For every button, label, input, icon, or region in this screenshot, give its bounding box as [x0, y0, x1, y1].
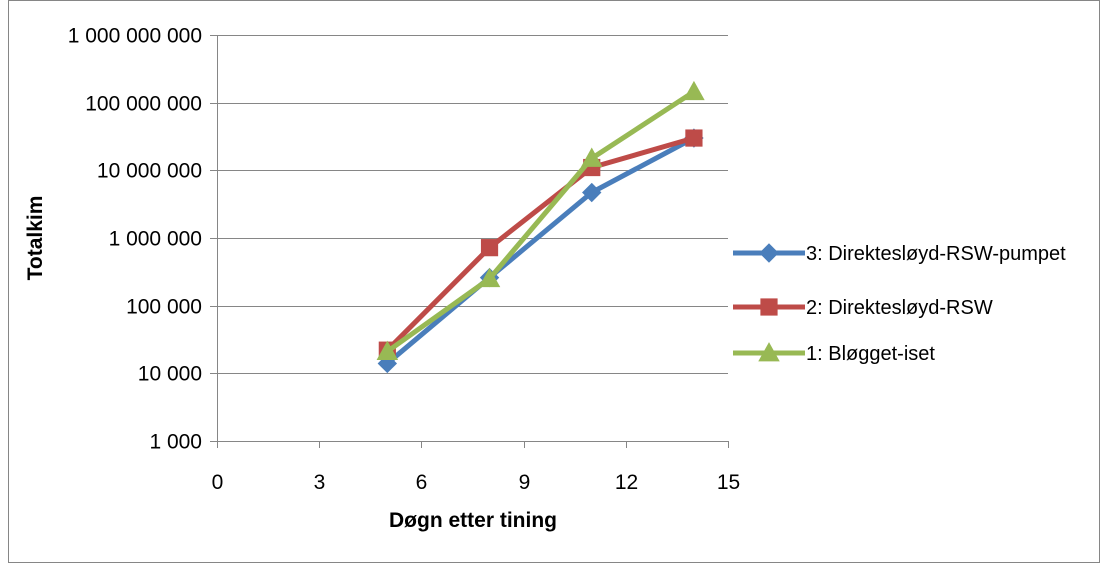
y-tick-label: 10 000: [138, 363, 202, 386]
x-tick-label: 12: [615, 471, 638, 494]
legend-label: 3: Direktesløyd-RSW-pumpet: [806, 243, 1066, 265]
x-tick-label: 6: [416, 471, 428, 494]
y-tick-label: 100 000: [126, 296, 202, 319]
y-tick-label: 1 000: [149, 431, 202, 454]
y-tick-label: 100 000 000: [85, 93, 202, 116]
legend-swatch-marker: [761, 299, 777, 315]
x-axis-title: Døgn etter tining: [389, 509, 557, 532]
y-tick-label: 1 000 000: [109, 228, 202, 251]
chart-border: [9, 1, 1100, 563]
x-tick-label: 15: [717, 471, 740, 494]
x-tick-label: 9: [519, 471, 531, 494]
y-tick-label: 10 000 000: [97, 160, 202, 183]
data-point: [686, 130, 702, 146]
data-point: [481, 240, 497, 256]
legend-label: 1: Bløgget-iset: [806, 343, 935, 365]
x-tick-label: 0: [212, 471, 224, 494]
y-axis-title: Totalkim: [24, 196, 47, 281]
legend-label: 2: Direktesløyd-RSW: [806, 297, 993, 319]
y-tick-label: 1 000 000 000: [68, 25, 202, 48]
x-tick-label: 3: [314, 471, 326, 494]
